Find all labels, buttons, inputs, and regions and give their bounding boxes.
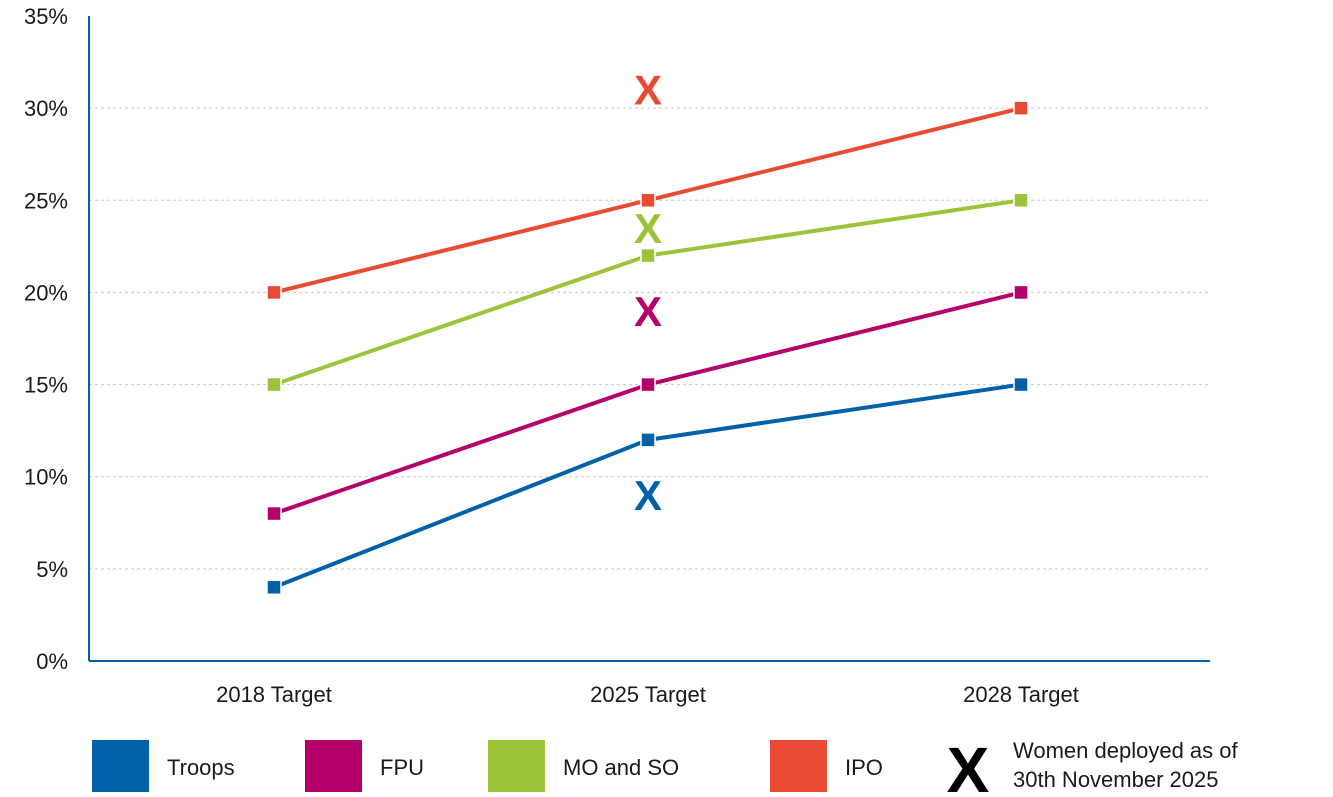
data-point bbox=[266, 579, 282, 596]
data-point bbox=[640, 192, 656, 209]
y-tick-label: 20% bbox=[24, 280, 68, 305]
data-point bbox=[1013, 284, 1029, 301]
actual-marker: X bbox=[634, 205, 662, 252]
legend-label: MO and SO bbox=[563, 755, 679, 780]
x-tick-labels: 2018 Target 2025 Target 2028 Target bbox=[216, 682, 1079, 707]
x-tick-label: 2025 Target bbox=[590, 682, 706, 707]
y-tick-label: 5% bbox=[36, 557, 68, 582]
axes bbox=[88, 16, 1210, 662]
x-tick-label: 2018 Target bbox=[216, 682, 332, 707]
data-point bbox=[640, 247, 656, 264]
y-tick-labels: 0% 5% 10% 15% 20% 25% 30% 35% bbox=[24, 4, 68, 674]
legend-label: Troops bbox=[167, 755, 235, 780]
x-tick-label: 2028 Target bbox=[963, 682, 1079, 707]
actual-marker: X bbox=[634, 288, 662, 335]
data-point bbox=[1013, 192, 1029, 209]
actual-marker: X bbox=[634, 67, 662, 114]
legend-swatch bbox=[305, 740, 362, 792]
data-point bbox=[1013, 100, 1029, 116]
y-tick-label: 0% bbox=[36, 649, 68, 674]
y-tick-label: 10% bbox=[24, 465, 68, 490]
data-point bbox=[640, 376, 656, 393]
legend-actual-label-line2: 30th November 2025 bbox=[1013, 767, 1218, 792]
legend-swatch bbox=[770, 740, 827, 792]
y-tick-label: 30% bbox=[24, 96, 68, 121]
y-tick-label: 25% bbox=[24, 188, 68, 213]
legend-actual-symbol: X bbox=[947, 734, 990, 797]
legend-swatch bbox=[488, 740, 545, 792]
series-points bbox=[266, 100, 1029, 596]
actual-marker: X bbox=[634, 472, 662, 519]
legend-label: FPU bbox=[380, 755, 424, 780]
data-point bbox=[1013, 376, 1029, 393]
data-point bbox=[266, 505, 282, 522]
data-point bbox=[640, 432, 656, 448]
legend-swatch bbox=[92, 740, 149, 792]
legend-label: IPO bbox=[845, 755, 883, 780]
data-point bbox=[266, 376, 282, 393]
y-tick-label: 35% bbox=[24, 4, 68, 29]
legend-actual-label-line1: Women deployed as of bbox=[1013, 738, 1239, 763]
legend: Troops FPU MO and SO IPO X Women deployed as … bbox=[92, 734, 1239, 797]
data-point bbox=[266, 284, 282, 301]
y-tick-label: 15% bbox=[24, 373, 68, 398]
